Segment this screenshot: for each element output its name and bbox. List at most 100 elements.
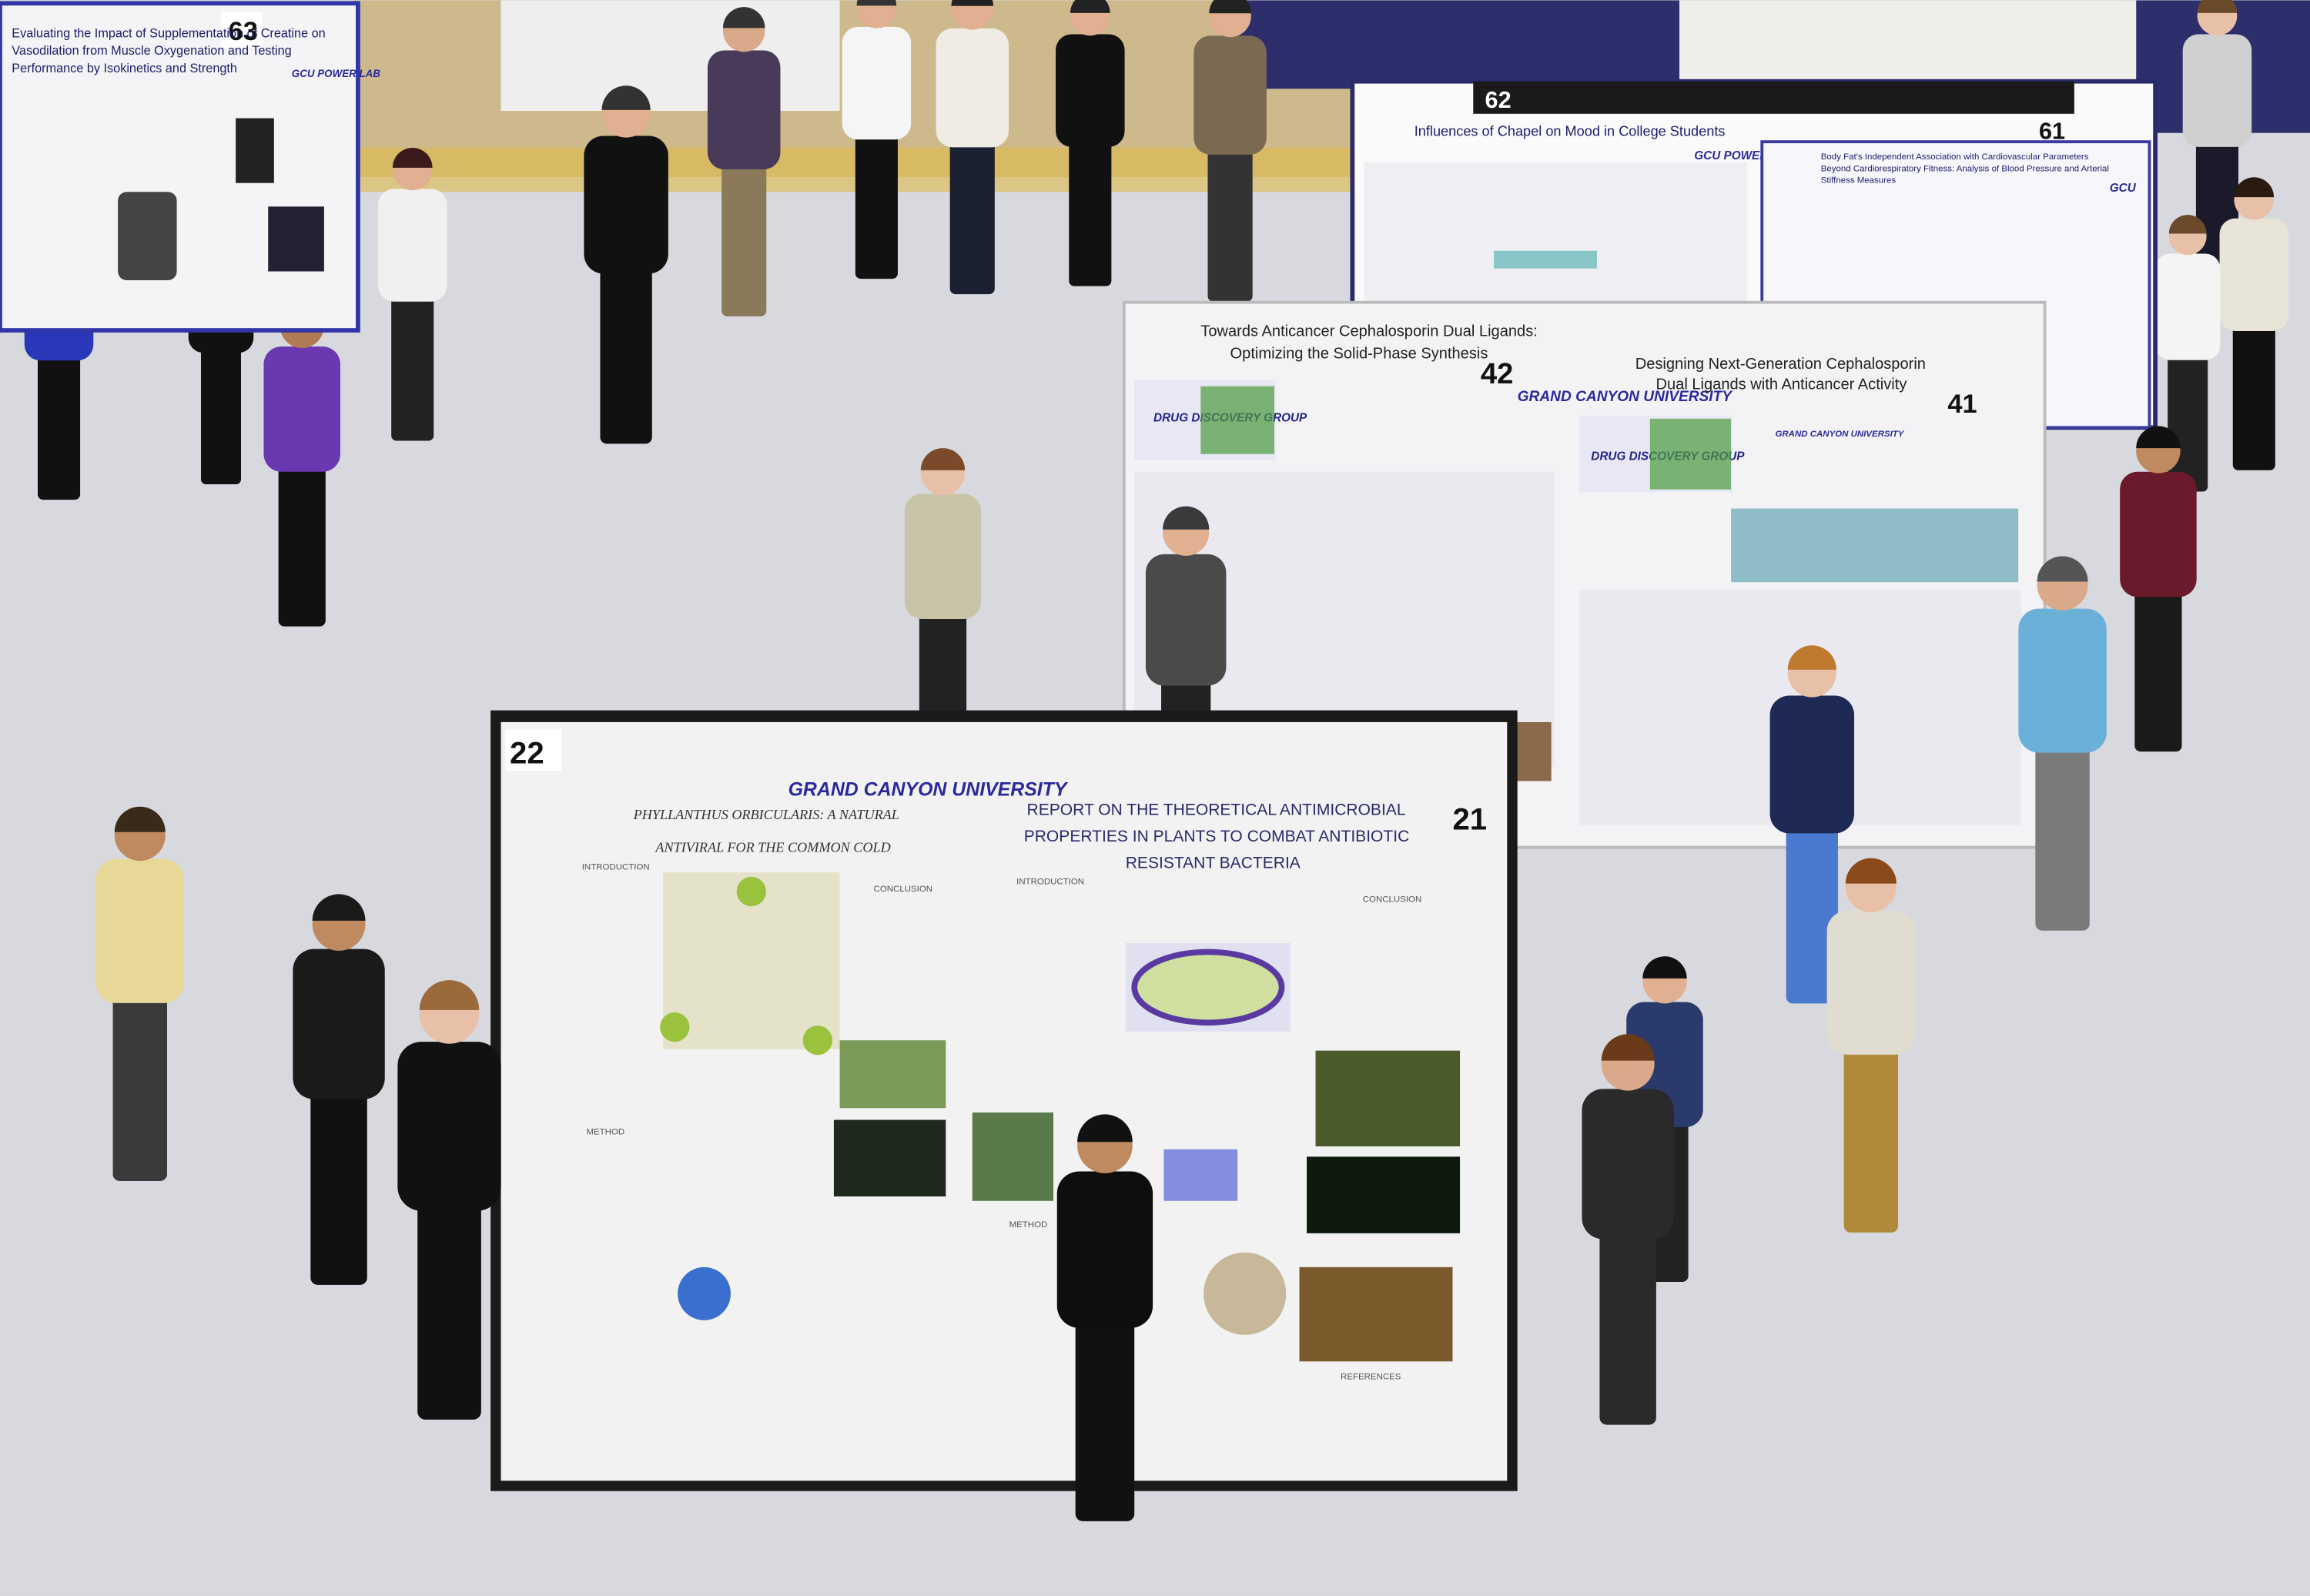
torso: [1056, 34, 1125, 147]
legs: [1843, 1029, 1899, 1233]
distant-poster: [500, 0, 840, 111]
poster-university: GRAND CANYON UNIVERSITY: [1775, 430, 1904, 439]
torso: [293, 949, 385, 1099]
poster-number: 62: [1485, 87, 1512, 113]
torso: [1582, 1089, 1674, 1240]
poster-title: Influences of Chapel on Mood in College …: [1414, 123, 1726, 139]
person: [2018, 556, 2107, 931]
torso: [2219, 218, 2289, 331]
legs: [310, 1072, 367, 1285]
wall-banner: [1237, 0, 1680, 89]
person: [1582, 1034, 1674, 1425]
board-top: [1473, 81, 2074, 114]
head: [951, 0, 994, 30]
figure: [236, 118, 274, 183]
number-plate: [505, 729, 561, 771]
figure: [1494, 250, 1597, 269]
pie-figure: [678, 1266, 731, 1320]
person: [1194, 0, 1267, 302]
person: [842, 0, 912, 279]
torso: [584, 136, 668, 274]
torso: [904, 494, 982, 620]
torso: [1145, 554, 1227, 686]
legs: [1075, 1300, 1135, 1521]
torso: [95, 858, 184, 1003]
legs: [949, 126, 995, 295]
torso: [2182, 34, 2252, 147]
poster: 63 Evaluating the Impact of Supplementat…: [0, 1, 381, 333]
legs: [391, 281, 434, 441]
legs: [417, 1180, 481, 1420]
poster-number: 42: [1481, 357, 1514, 390]
poster-number: 63: [229, 17, 258, 46]
torso: [707, 50, 781, 170]
hair: [1601, 1034, 1655, 1061]
bacteria-cell: [1131, 949, 1285, 1026]
person: [1056, 0, 1125, 286]
person: [1826, 858, 1916, 1233]
torso: [2018, 608, 2107, 753]
photo-figure: [1299, 1266, 1453, 1362]
person: [707, 7, 781, 316]
hair: [419, 980, 480, 1010]
molecule-image: [1649, 418, 1732, 490]
photo-figure: [1307, 1156, 1461, 1233]
torso: [263, 346, 340, 472]
hair: [1209, 0, 1251, 14]
legs: [600, 249, 652, 444]
person: [95, 806, 184, 1181]
poster-university: GRAND CANYON UNIVERSITY: [1518, 389, 1734, 405]
poster-title: RESISTANT BACTERIA: [1126, 854, 1301, 872]
section-heading: METHOD: [586, 1128, 624, 1137]
person: [2120, 426, 2197, 752]
protein-image: [1731, 508, 2019, 583]
figure: [660, 1012, 690, 1042]
person: [293, 894, 385, 1285]
section-heading: CONCLUSION: [1363, 895, 1421, 904]
poster-title: Beyond Cardiorespiratory Fitness: Analys…: [1821, 164, 2109, 173]
poster: 22 21 GRAND CANYON UNIVERSITY PHYLLANTHU…: [490, 710, 1518, 1491]
hair: [1845, 858, 1897, 884]
poster-title: Performance by Isokinetics and Strength: [12, 62, 237, 75]
poster-logo: GCU POWER LAB: [292, 68, 381, 79]
legs: [1786, 808, 1838, 1004]
poster-title: Stiffness Measures: [1821, 176, 1897, 186]
person: [2219, 177, 2289, 470]
hair: [920, 448, 966, 470]
torso: [936, 28, 1009, 148]
torso: [1769, 695, 1855, 834]
poster-number: 41: [1947, 390, 1977, 419]
person: [584, 85, 668, 444]
poster-title: Designing Next-Generation Cephalosporin: [1635, 356, 1926, 373]
hair: [722, 7, 765, 28]
hair: [392, 147, 433, 168]
people-front: [95, 806, 1674, 1521]
hair: [1163, 506, 1210, 530]
poster-title: PHYLLANTHUS ORBICULARIS: A NATURAL: [633, 807, 899, 822]
hair: [951, 0, 994, 6]
torso: [1056, 1171, 1153, 1328]
person: [1769, 645, 1855, 1004]
person: [263, 300, 340, 627]
legs: [112, 977, 167, 1181]
legs: [1207, 133, 1253, 302]
section-heading: METHOD: [1009, 1220, 1048, 1230]
hair: [1077, 1114, 1133, 1143]
section-heading: INTRODUCTION: [1016, 877, 1084, 886]
hair: [601, 85, 651, 110]
poster-number: 22: [510, 736, 544, 771]
poster-title: PROPERTIES IN PLANTS TO COMBAT ANTIBIOTI…: [1024, 828, 1410, 845]
poster-number: 61: [2039, 118, 2065, 144]
hair: [312, 894, 366, 921]
torso: [2154, 253, 2221, 360]
hair: [2168, 215, 2207, 234]
poster-board: [0, 1, 360, 333]
figure: [802, 1026, 832, 1056]
figure: [268, 206, 324, 272]
photo-figure: [972, 1112, 1053, 1201]
hair: [2136, 426, 2181, 449]
torso: [2120, 471, 2197, 597]
legs: [1069, 127, 1112, 286]
hair: [1787, 645, 1836, 670]
molecule-image: [1200, 386, 1274, 454]
